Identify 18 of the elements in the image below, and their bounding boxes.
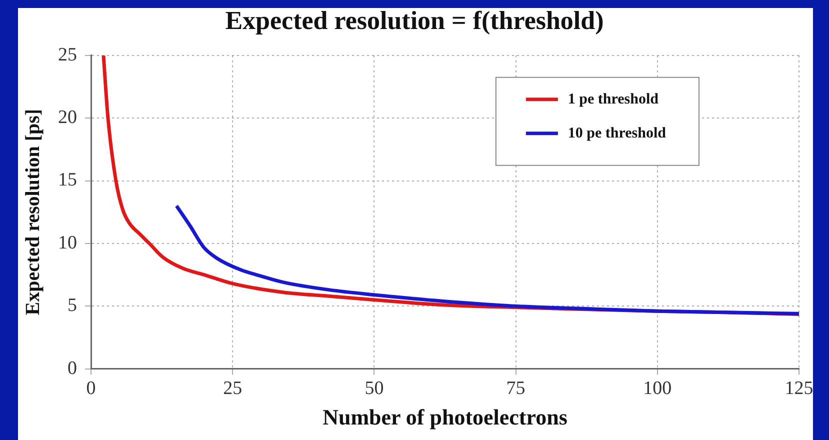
legend-label: 10 pe threshold	[568, 125, 667, 142]
y-axis-title: Expected resolution [ps]	[22, 108, 44, 316]
y-tick-label: 15	[58, 170, 77, 191]
x-tick-label: 100	[643, 378, 672, 400]
y-tick-label: 10	[58, 232, 77, 254]
x-tick-label: 0	[86, 378, 96, 400]
x-tick-label: 125	[784, 378, 814, 400]
y-tick-label: 5	[68, 295, 77, 316]
line-series	[174, 204, 799, 316]
y-tick-label: 0	[68, 358, 77, 379]
chart-title: Expected resolution = f(threshold)	[224, 6, 605, 36]
x-axis-title: Number of photoelectrons	[322, 404, 568, 430]
legend-label: 1 pe threshold	[568, 91, 660, 108]
x-tick-label: 50	[364, 378, 384, 400]
y-tick-label: 25	[58, 44, 77, 66]
x-tick-label: 25	[223, 378, 242, 400]
x-tick-label: 75	[506, 378, 526, 400]
y-tick-label: 20	[58, 107, 77, 128]
